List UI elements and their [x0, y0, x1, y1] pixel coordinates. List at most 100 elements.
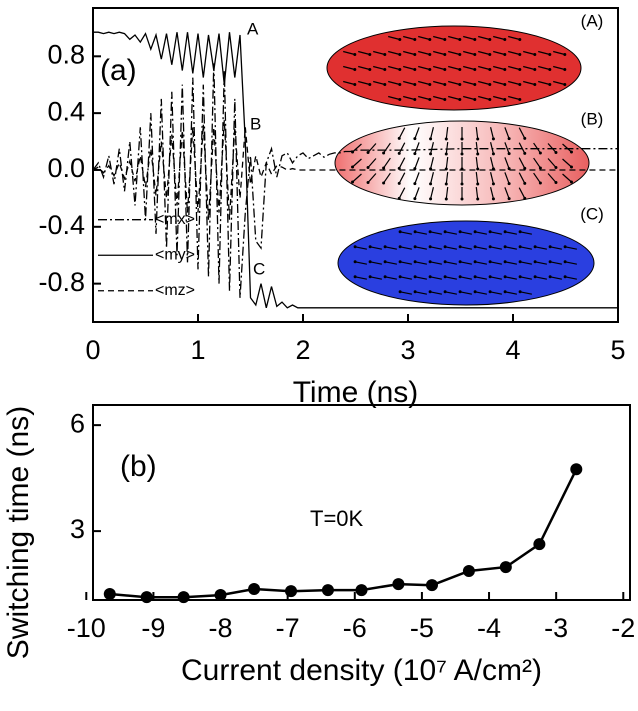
data-point — [499, 561, 512, 574]
x-tick-label: -2 — [611, 613, 635, 643]
spin-arrow-head — [548, 260, 552, 264]
spin-arrow — [343, 50, 355, 56]
spin-arrow-head — [507, 197, 511, 201]
spin-arrow — [445, 171, 449, 185]
spin-arrow — [478, 50, 490, 56]
spin-arrow-head — [353, 52, 357, 56]
data-point — [140, 591, 153, 604]
spin-arrow — [398, 172, 406, 184]
spin-arrow-head — [460, 137, 464, 141]
data-point — [103, 587, 116, 600]
spin-arrow — [493, 95, 505, 101]
spin-arrow-head — [443, 37, 447, 41]
spin-arrow-head — [488, 97, 492, 101]
spin-arrow — [565, 246, 577, 250]
spin-arrow — [460, 276, 472, 280]
spin-arrow — [415, 261, 427, 265]
spin-arrow — [460, 261, 472, 265]
spin-arrow-head — [548, 275, 552, 279]
data-point — [462, 565, 475, 578]
spin-arrow-head — [398, 260, 402, 264]
spin-arrow-head — [458, 275, 462, 279]
spin-arrow-head — [383, 260, 387, 264]
annotation: (A) — [581, 11, 604, 30]
spin-arrow — [553, 65, 565, 71]
spin-arrow-head — [428, 290, 432, 294]
spin-arrow — [414, 157, 420, 169]
spin-arrow — [445, 291, 457, 295]
spin-arrow — [520, 246, 532, 250]
spin-arrow — [505, 231, 517, 235]
spin-arrow-head — [458, 290, 462, 294]
spin-arrow — [508, 80, 520, 86]
spin-arrow — [490, 291, 502, 295]
spin-arrow-head — [413, 37, 417, 41]
spin-arrow — [505, 291, 517, 295]
spin-arrow-head — [491, 182, 495, 186]
spin-arrow — [490, 261, 502, 265]
spin-arrow — [433, 95, 445, 101]
spin-arrow — [550, 246, 562, 250]
spin-arrow-head — [429, 197, 433, 201]
spin-arrow-head — [476, 197, 480, 201]
spin-arrow — [562, 158, 572, 168]
spin-arrow-head — [382, 151, 386, 155]
spin-arrow — [493, 35, 505, 41]
x-tick-label: -8 — [209, 613, 233, 643]
spin-arrow — [463, 95, 475, 101]
x-tick-label: 5 — [610, 335, 625, 365]
spin-arrow — [518, 187, 526, 199]
spin-arrow-head — [460, 152, 464, 156]
spin-arrow-head — [473, 230, 477, 234]
spin-arrow-head — [398, 82, 402, 86]
spin-arrow — [352, 158, 362, 168]
spin-arrow-head — [476, 137, 480, 141]
data-point — [285, 585, 298, 598]
spin-arrow — [475, 126, 479, 140]
spin-arrow — [388, 50, 400, 56]
data-point — [214, 589, 227, 602]
spin-arrow — [489, 127, 495, 139]
spin-arrow-head — [368, 52, 372, 56]
spin-arrow-head — [413, 67, 417, 71]
spin-arrow-head — [353, 260, 357, 264]
x-tick-label: 4 — [505, 335, 520, 365]
spin-arrow-head — [444, 182, 448, 186]
data-point — [321, 584, 334, 597]
spin-arrow — [358, 50, 370, 56]
spin-arrow-head — [554, 181, 558, 185]
spin-arrow-head — [397, 196, 401, 200]
spin-arrow-head — [473, 275, 477, 279]
spin-arrow-head — [563, 275, 567, 279]
spin-arrow — [398, 142, 406, 154]
spin-arrow — [370, 261, 382, 265]
spin-arrow-head — [458, 245, 462, 249]
spin-arrow — [445, 231, 457, 235]
annotation: C — [253, 259, 265, 278]
spin-arrow-head — [460, 182, 464, 186]
spin-arrow — [478, 95, 490, 101]
annotation: (B) — [581, 109, 604, 128]
x-tick-label: -5 — [410, 613, 434, 643]
spin-arrow — [463, 65, 475, 71]
plot-frame — [92, 404, 631, 601]
spin-arrow — [445, 126, 449, 140]
spin-arrow-head — [538, 166, 542, 170]
data-point — [355, 584, 368, 597]
spin-arrow-head — [473, 52, 477, 56]
spin-arrow-head — [398, 230, 402, 234]
spin-arrow — [445, 246, 457, 250]
spin-arrow-head — [569, 180, 573, 184]
spin-arrow — [373, 80, 385, 86]
spin-arrow-head — [563, 245, 567, 249]
spin-arrow — [403, 50, 415, 56]
x-tick-label: -10 — [67, 613, 106, 643]
spin-arrow — [550, 276, 562, 280]
spin-arrow — [547, 158, 557, 168]
spin-arrow — [518, 157, 526, 169]
spin-arrow — [475, 141, 479, 155]
spin-arrow-head — [353, 275, 357, 279]
spin-arrow — [448, 80, 460, 86]
spin-arrow-head — [533, 260, 537, 264]
spin-arrow — [433, 80, 445, 86]
